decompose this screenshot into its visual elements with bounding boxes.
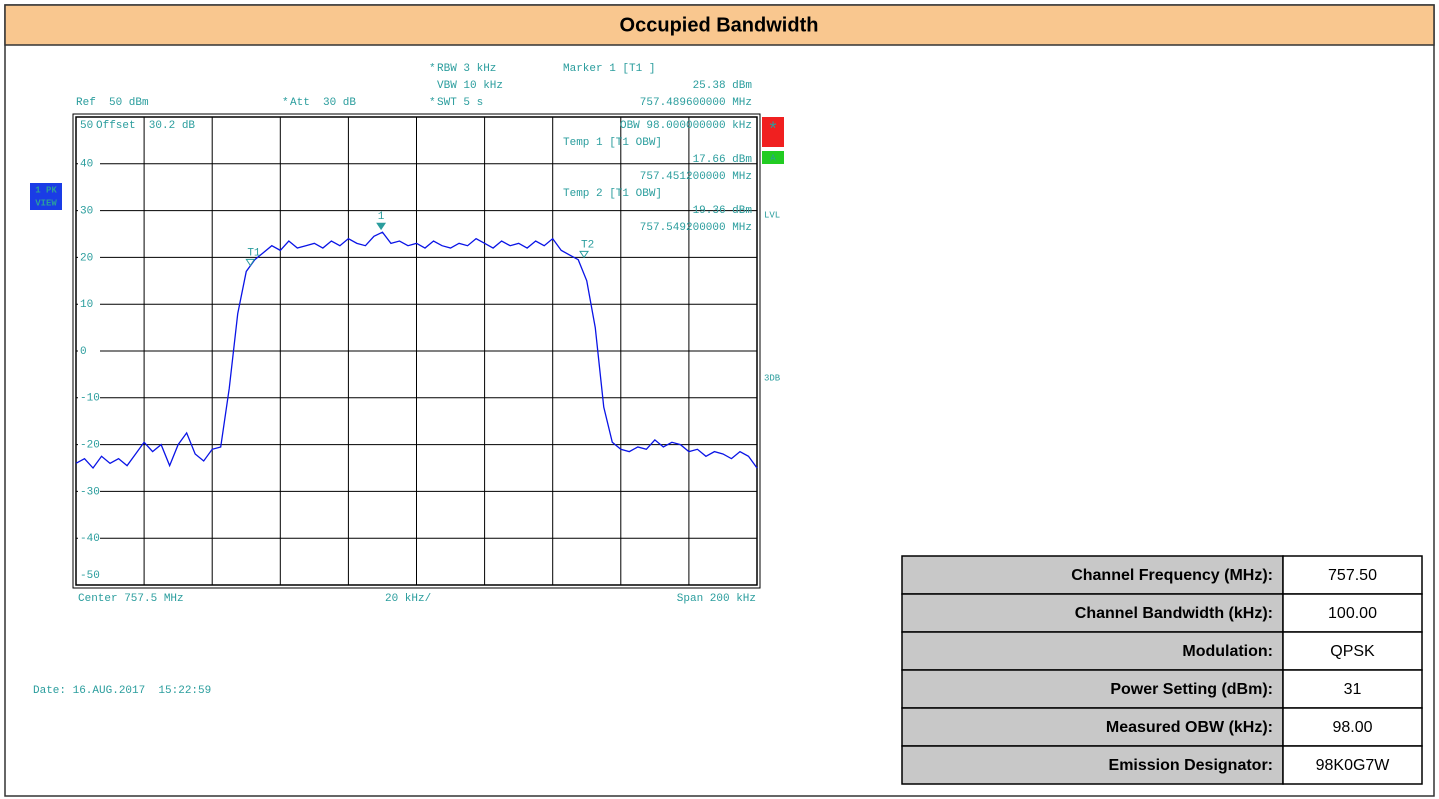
table-value: 31 xyxy=(1344,681,1362,698)
annotation: Ref 50 dBm xyxy=(76,97,149,109)
annotation: VBW 10 kHz xyxy=(437,80,503,92)
tick-label-bg xyxy=(78,157,100,170)
table-label: Measured OBW (kHz): xyxy=(1106,719,1273,736)
marker-label: T2 xyxy=(581,239,594,251)
header-title: Occupied Bandwidth xyxy=(620,14,819,36)
annotation: 757.549200000 MHz xyxy=(640,222,752,234)
header-bar xyxy=(4,4,1435,46)
table-value-cell xyxy=(1282,555,1423,595)
y-tick-label: 40 xyxy=(80,159,93,171)
annotation: 19.36 dBm xyxy=(693,205,753,217)
marker-label: 1 xyxy=(378,211,385,223)
marker-triangle xyxy=(245,258,256,267)
annotation: 25.38 dBm xyxy=(693,80,753,92)
annotation: 757.489600000 MHz xyxy=(640,97,752,109)
annotation: 757.451200000 MHz xyxy=(640,171,752,183)
table-label-cell xyxy=(901,631,1284,671)
annotation: RBW 3 kHz xyxy=(437,63,496,75)
db-label: 3DB xyxy=(764,373,781,383)
y-tick-label: -20 xyxy=(80,440,100,452)
table-label: Power Setting (dBm): xyxy=(1110,681,1273,698)
table-label-cell xyxy=(901,555,1284,595)
y-tick-label: 50 xyxy=(80,120,93,132)
flag-star: * xyxy=(429,97,436,109)
tick-label-bg xyxy=(78,485,100,498)
tick-label-bg xyxy=(78,345,100,357)
annotation: Center 757.5 MHz xyxy=(78,593,184,605)
table-label: Channel Frequency (MHz): xyxy=(1071,567,1273,584)
y-tick-label: 20 xyxy=(80,252,93,264)
tick-label-bg xyxy=(78,532,100,545)
annotation: SWT 5 s xyxy=(437,97,483,109)
tick-label-bg xyxy=(78,204,100,217)
table-value: 757.50 xyxy=(1328,567,1377,584)
y-tick-label: -50 xyxy=(80,570,100,582)
annotation: Temp 2 [T1 OBW] xyxy=(563,188,662,200)
table-value-cell xyxy=(1282,669,1423,709)
annotation: Span 200 kHz xyxy=(677,593,756,605)
table-label: Modulation: xyxy=(1182,643,1273,660)
flag-star: * xyxy=(429,63,436,75)
y-tick-label: 0 xyxy=(80,346,87,358)
table-value-cell xyxy=(1282,593,1423,633)
y-tick-label: -40 xyxy=(80,533,100,545)
table-value-cell xyxy=(1282,745,1423,785)
a-badge xyxy=(762,151,784,164)
table-label: Channel Bandwidth (kHz): xyxy=(1075,605,1273,622)
annotation: Offset 30.2 dB xyxy=(96,120,195,132)
table-value-cell xyxy=(1282,631,1423,671)
y-tick-label: -10 xyxy=(80,393,100,405)
annotation: Temp 1 [T1 OBW] xyxy=(563,137,662,149)
annotation: 20 kHz/ xyxy=(385,593,431,605)
plot-frame xyxy=(75,116,758,586)
y-tick-label: 30 xyxy=(80,206,93,218)
flag-box-text: * xyxy=(768,121,779,141)
table-label-cell xyxy=(901,593,1284,633)
annotation: Marker 1 [T1 ] xyxy=(563,63,655,75)
plot-outer-frame xyxy=(72,113,761,589)
marker-label: T1 xyxy=(247,247,261,259)
lvl-label: LVL xyxy=(764,210,780,220)
trace-badge-text: VIEW xyxy=(35,198,57,208)
marker-triangle xyxy=(579,250,589,259)
annotation: Att 30 dB xyxy=(290,97,356,109)
table-label: Emission Designator: xyxy=(1109,757,1273,774)
tick-label-bg xyxy=(78,391,100,404)
annotation: OBW 98.000000000 kHz xyxy=(620,120,752,132)
flag-box xyxy=(762,117,784,147)
trace-badge xyxy=(30,183,62,210)
marker-triangle xyxy=(376,222,387,231)
y-tick-label: 10 xyxy=(80,299,93,311)
tick-label-bg xyxy=(78,298,100,311)
annotation: 17.66 dBm xyxy=(693,154,753,166)
table-value: QPSK xyxy=(1330,643,1375,660)
trace xyxy=(75,231,758,470)
table-value: 98K0G7W xyxy=(1316,757,1391,774)
tick-label-bg xyxy=(78,438,100,451)
date-label: Date: 16.AUG.2017 15:22:59 xyxy=(33,685,211,697)
tick-label-bg xyxy=(78,569,100,581)
a-badge-text: A xyxy=(770,153,776,163)
tick-label-bg xyxy=(78,119,100,131)
tick-label-bg xyxy=(78,251,100,264)
trace-badge-text: 1 PK xyxy=(35,185,57,195)
table-label-cell xyxy=(901,669,1284,709)
table-value: 100.00 xyxy=(1328,605,1377,622)
flag-star: * xyxy=(282,97,289,109)
table-value: 98.00 xyxy=(1332,719,1372,736)
y-tick-label: -30 xyxy=(80,486,100,498)
